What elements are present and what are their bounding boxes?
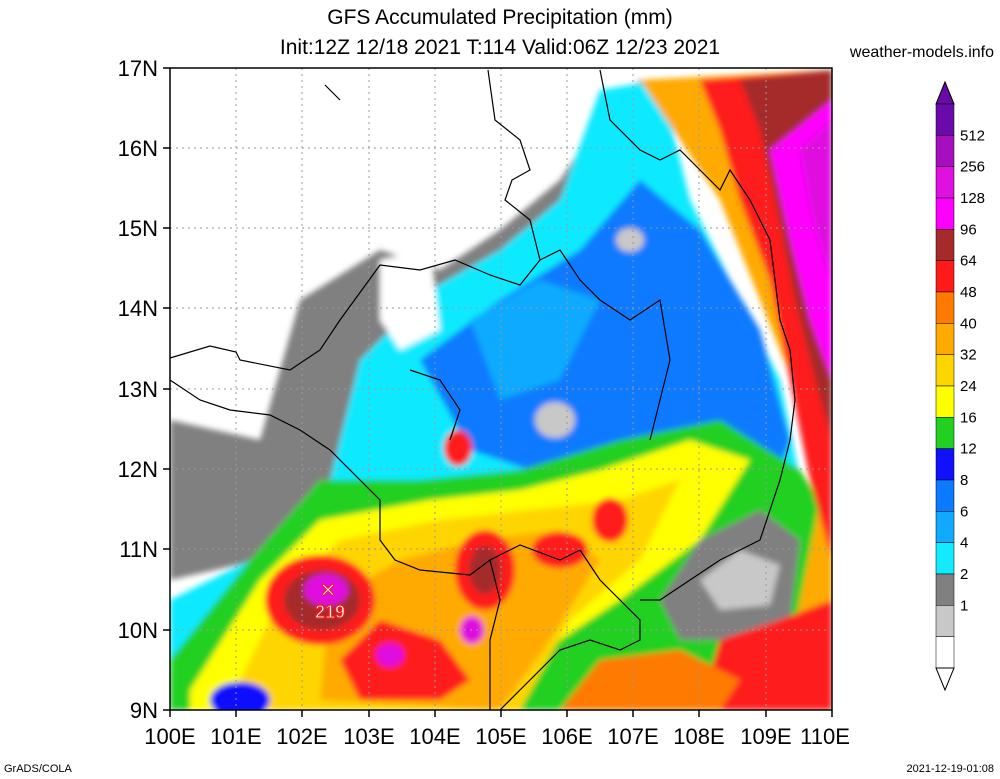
spot-red-2 <box>592 498 628 542</box>
lat-label: 16N <box>118 136 158 161</box>
lon-label: 105E <box>475 724 526 749</box>
lat-label: 9N <box>130 698 158 723</box>
lon-label: 108E <box>673 724 724 749</box>
area-red-south <box>340 620 470 700</box>
area-east-violet <box>800 120 832 280</box>
graticule <box>170 68 832 710</box>
spot-grey-light-1 <box>616 228 644 252</box>
lon-label: 109E <box>740 724 791 749</box>
max-value-label: 219 <box>315 602 345 622</box>
axis-ticks <box>163 67 833 717</box>
lon-label: 104E <box>409 724 460 749</box>
lon-label: 110E <box>800 724 850 749</box>
core-magenta <box>304 574 348 606</box>
lat-label: 15N <box>118 216 158 241</box>
lat-labels: 17N 16N 15N 14N 13N 12N 11N 10N 9N <box>118 56 158 723</box>
area-se-orange <box>560 650 740 710</box>
max-annotation: ✕ 219 <box>314 580 345 623</box>
lat-label: 12N <box>118 457 158 482</box>
map-subtitle: Init:12Z 12/18 2021 T:114 Valid:06Z 12/2… <box>279 36 721 59</box>
spot-red-3 <box>444 430 472 466</box>
lon-label: 103E <box>343 724 394 749</box>
max-marker-icon: ✕ <box>320 580 337 602</box>
lon-label: 107E <box>607 724 658 749</box>
spot-grey-light-2 <box>535 402 575 438</box>
lat-label: 14N <box>118 296 158 321</box>
brand-label: weather-models.info <box>849 44 994 61</box>
footer-source: GrADS/COLA <box>4 763 72 775</box>
lon-label: 100E <box>144 724 195 749</box>
lat-label: 10N <box>118 618 158 643</box>
lon-label: 102E <box>276 724 327 749</box>
lat-label: 11N <box>119 537 158 562</box>
lon-labels: 100E 101E 102E 103E 104E 105E 106E 107E … <box>144 724 850 749</box>
area-grey-light-n <box>380 250 440 350</box>
lon-label: 101E <box>210 724 261 749</box>
country-borders <box>169 69 796 711</box>
area-grey-light-se <box>700 550 780 610</box>
footer-timestamp: 2021-12-19-01:08 <box>906 763 994 775</box>
lat-label: 13N <box>118 377 158 402</box>
spot-magenta-2 <box>376 643 404 667</box>
map-title: GFS Accumulated Precipitation (mm) <box>327 6 673 29</box>
lon-label: 106E <box>541 724 592 749</box>
lat-label: 17N <box>118 56 158 81</box>
spot-red-4 <box>532 532 588 568</box>
spot-blue-sw <box>210 682 270 710</box>
